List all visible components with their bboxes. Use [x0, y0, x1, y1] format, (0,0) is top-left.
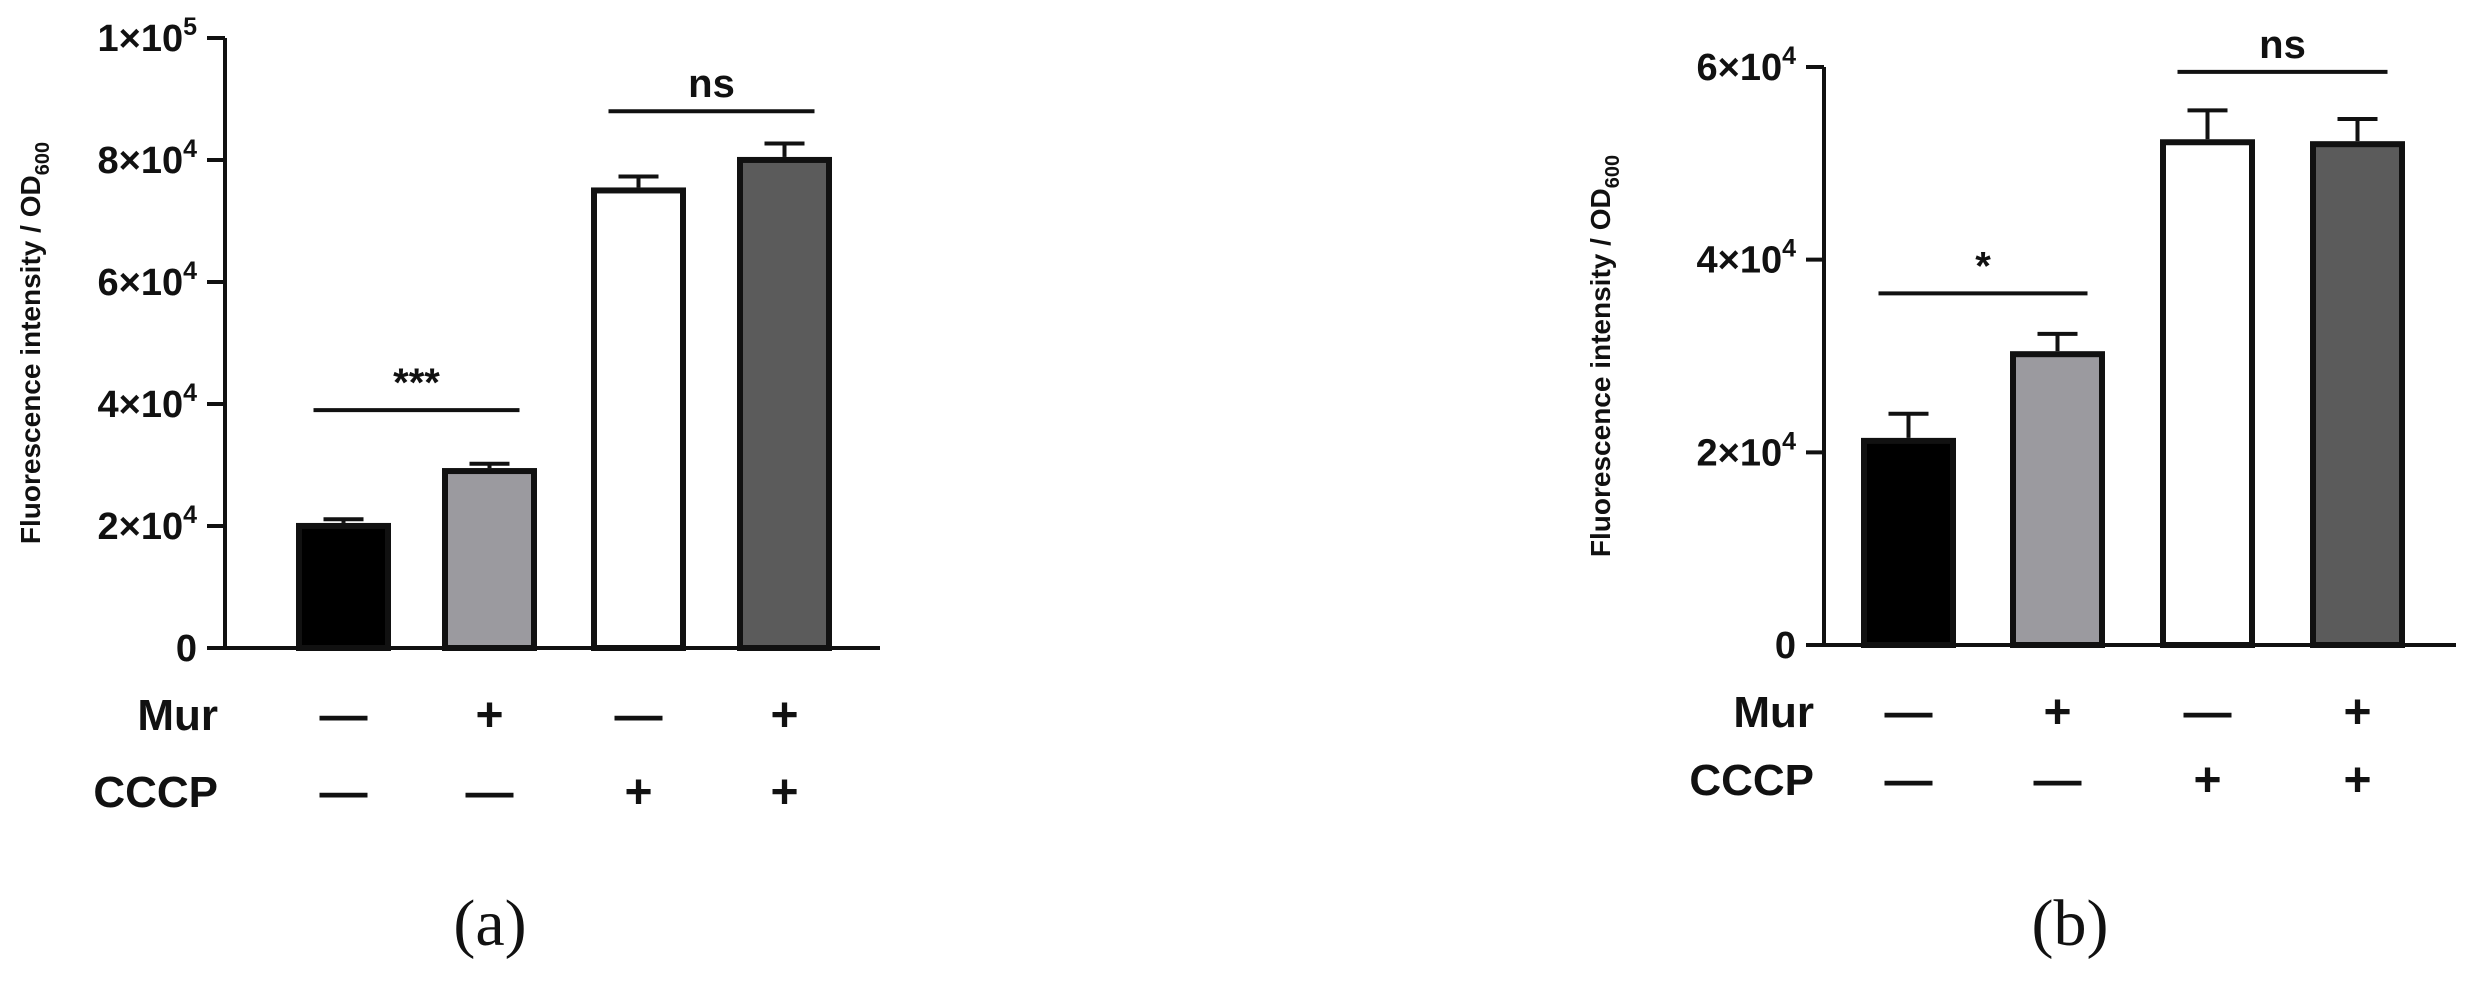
y-tick-mantissa: 6×10: [98, 262, 184, 304]
y-tick-label: 4×104: [98, 379, 198, 426]
panel-label: (a): [453, 887, 526, 960]
y-tick-mantissa: 1×10: [98, 18, 184, 60]
y-tick-mantissa: 2×10: [98, 506, 184, 548]
y-tick-label: 2×104: [98, 501, 198, 548]
y-tick-mantissa: 2×10: [1697, 432, 1783, 474]
y-tick-exponent: 4: [1782, 427, 1796, 455]
condition-label-cccp: CCCP: [93, 768, 218, 817]
condition-sign: +: [624, 766, 652, 819]
condition-sign: +: [2193, 754, 2221, 807]
condition-sign: +: [2343, 754, 2371, 807]
condition-sign: +: [2343, 686, 2371, 739]
y-tick-exponent: 4: [183, 257, 197, 285]
significance-label: ns: [2259, 23, 2306, 67]
condition-label-mur: Mur: [1733, 688, 1814, 737]
condition-sign: —: [1885, 686, 1933, 739]
y-tick-exponent: 4: [183, 501, 197, 529]
y-tick-mantissa: 0: [1775, 625, 1796, 667]
bar-3: [2160, 139, 2255, 648]
bar-4: [2310, 141, 2405, 648]
y-tick-mantissa: 4×10: [98, 384, 184, 426]
y-tick-exponent: 4: [183, 135, 197, 163]
y-tick-mantissa: 4×10: [1697, 240, 1783, 282]
condition-sign: —: [1885, 754, 1933, 807]
bar-3: [591, 187, 686, 651]
condition-label-mur: Mur: [137, 691, 218, 740]
y-tick-label: 4×104: [1697, 235, 1797, 282]
y-axis-label: Fluorescence intensity / OD600: [1585, 155, 1624, 557]
y-tick-mantissa: 6×10: [1697, 47, 1783, 89]
y-tick-exponent: 5: [183, 13, 197, 41]
y-tick-label: 2×104: [1697, 427, 1797, 474]
bar-1: [1861, 437, 1956, 648]
significance-label: *: [1975, 244, 1991, 288]
condition-label-cccp: CCCP: [1689, 756, 1814, 805]
significance-label: ns: [688, 62, 735, 106]
condition-sign: —: [615, 689, 663, 742]
y-tick-label: 6×104: [98, 257, 198, 304]
y-tick-label: 0: [1775, 625, 1796, 667]
y-tick-label: 8×104: [98, 135, 198, 182]
y-axis-label-subscript: 600: [1602, 155, 1624, 188]
y-tick-label: 6×104: [1697, 42, 1797, 89]
y-tick-mantissa: 8×10: [98, 140, 184, 182]
condition-sign: +: [770, 689, 798, 742]
condition-sign: —: [2034, 754, 2082, 807]
y-tick-exponent: 4: [1782, 42, 1796, 70]
condition-sign: +: [770, 766, 798, 819]
significance-label: ***: [393, 361, 440, 405]
bar-2: [442, 468, 537, 651]
y-axis-label-main: Fluorescence intensity / OD: [1585, 188, 1616, 557]
y-tick-mantissa: 0: [176, 628, 197, 670]
bar-1: [296, 522, 391, 652]
y-tick-label: 0: [176, 628, 197, 670]
y-axis-label-main: Fluorescence intensity / OD: [15, 175, 46, 544]
bar-4: [737, 156, 832, 651]
panel-label: (b): [2032, 887, 2109, 960]
condition-sign: +: [475, 689, 503, 742]
y-tick-exponent: 4: [1782, 235, 1796, 263]
condition-sign: —: [320, 766, 368, 819]
condition-sign: —: [2184, 686, 2232, 739]
condition-sign: —: [466, 766, 514, 819]
y-axis-label: Fluorescence intensity / OD600: [15, 142, 54, 544]
condition-sign: +: [2043, 686, 2071, 739]
bar-2: [2010, 351, 2105, 648]
y-tick-exponent: 4: [183, 379, 197, 407]
y-axis-label-subscript: 600: [32, 142, 54, 175]
condition-sign: —: [320, 689, 368, 742]
y-tick-label: 1×105: [98, 13, 198, 60]
